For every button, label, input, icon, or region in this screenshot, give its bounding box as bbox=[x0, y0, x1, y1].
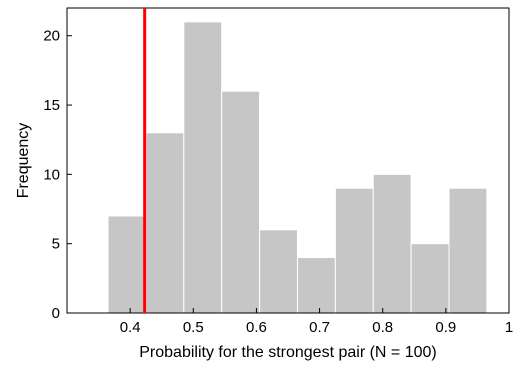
histogram-bar-10 bbox=[448, 187, 488, 314]
y-tick-label: 5 bbox=[52, 236, 60, 253]
histogram-bar-7 bbox=[334, 187, 374, 314]
plot-frame bbox=[66, 7, 510, 314]
x-tick-label: 0.8 bbox=[372, 319, 393, 336]
y-axis: 0 5 10 15 20 bbox=[43, 28, 72, 322]
histogram-bar-3 bbox=[183, 21, 223, 314]
y-tick-label: 15 bbox=[43, 97, 60, 114]
y-axis-label: Frequency bbox=[15, 123, 32, 199]
y-tick-label: 0 bbox=[52, 305, 60, 322]
histogram-bar-8 bbox=[372, 173, 412, 314]
y-tick-label: 20 bbox=[43, 28, 60, 45]
histogram-bars bbox=[107, 21, 488, 314]
x-tick-label: 0.6 bbox=[246, 319, 267, 336]
histogram-bar-6 bbox=[296, 257, 336, 314]
histogram-bar-9 bbox=[410, 243, 450, 314]
x-tick-label: 1 bbox=[505, 319, 513, 336]
x-tick-label: 0.9 bbox=[435, 319, 456, 336]
histogram-bar-4 bbox=[221, 90, 261, 314]
x-axis: 0.4 0.5 0.6 0.7 0.8 0.9 1 bbox=[120, 308, 513, 336]
x-tick-label: 0.4 bbox=[120, 319, 141, 336]
histogram-bar-5 bbox=[259, 229, 298, 314]
histogram-bar-2 bbox=[145, 132, 185, 314]
x-axis-label: Probability for the strongest pair (N = … bbox=[139, 344, 436, 361]
histogram-bar-1 bbox=[107, 215, 147, 314]
x-tick-label: 0.7 bbox=[309, 319, 330, 336]
x-tick-label: 0.5 bbox=[183, 319, 204, 336]
y-tick-label: 10 bbox=[43, 166, 60, 183]
